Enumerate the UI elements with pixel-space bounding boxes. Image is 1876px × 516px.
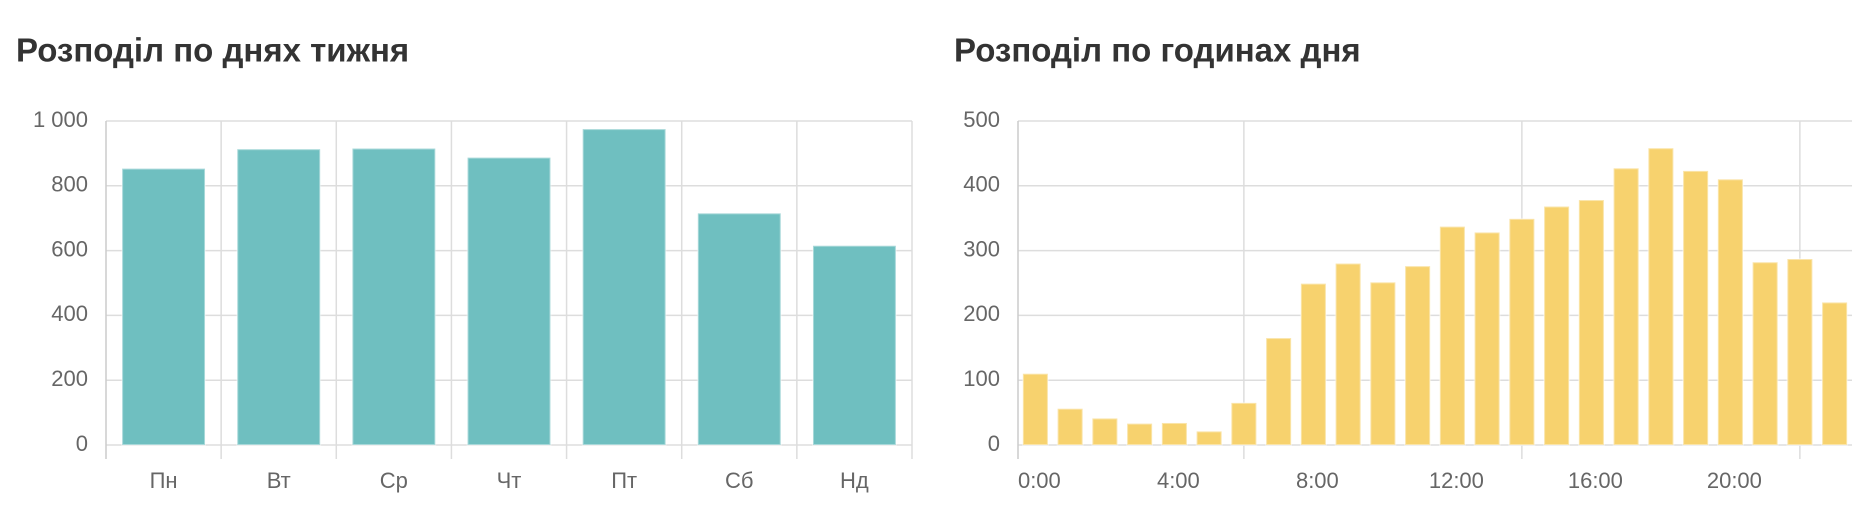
bar <box>1577 199 1605 446</box>
x-tick-label: 16:00 <box>1568 468 1623 493</box>
x-tick-label: 20:00 <box>1707 468 1762 493</box>
bar <box>1682 169 1710 446</box>
x-tick-label: 12:00 <box>1429 468 1484 493</box>
y-tick-label: 600 <box>51 236 88 261</box>
y-tick-label: 1 000 <box>33 107 88 132</box>
bar <box>466 156 552 446</box>
y-tick-label: 0 <box>76 431 88 456</box>
bar <box>1786 258 1814 446</box>
y-tick-label: 400 <box>963 172 1000 197</box>
bar <box>1508 217 1536 446</box>
bar <box>696 212 782 446</box>
bar <box>1647 147 1675 446</box>
x-tick-label: Пн <box>150 468 178 493</box>
bar <box>1299 282 1327 447</box>
bar <box>1473 231 1501 446</box>
bar <box>1334 262 1362 446</box>
y-tick-label: 200 <box>51 366 88 391</box>
y-tick-label: 300 <box>963 236 1000 261</box>
x-tick-label: Пт <box>611 468 637 493</box>
bar <box>1230 401 1258 447</box>
bar <box>1021 372 1049 446</box>
bar <box>811 244 897 446</box>
bar <box>1126 422 1154 446</box>
bar <box>1369 281 1397 446</box>
x-tick-label: 8:00 <box>1296 468 1339 493</box>
chart-title: Розподіл по годинах дня <box>954 32 1361 69</box>
bar <box>1543 205 1571 446</box>
x-tick-label: Нд <box>840 468 869 493</box>
bar <box>1612 167 1640 447</box>
y-tick-label: 100 <box>963 366 1000 391</box>
bar <box>1751 261 1779 446</box>
chart-title: Розподіл по днях тижня <box>16 32 409 69</box>
bar <box>1091 417 1119 447</box>
x-tick-label: 4:00 <box>1157 468 1200 493</box>
y-tick-label: 400 <box>51 301 88 326</box>
bar <box>581 128 667 446</box>
x-tick-label: Вт <box>267 468 291 493</box>
bar <box>351 147 437 446</box>
y-tick-label: 500 <box>963 107 1000 132</box>
y-tick-label: 200 <box>963 301 1000 326</box>
bar <box>1716 178 1744 446</box>
bar <box>1438 225 1466 446</box>
bar <box>1160 421 1188 446</box>
bar <box>1265 337 1293 446</box>
bar <box>1404 265 1432 447</box>
x-tick-label: 0:00 <box>1018 468 1061 493</box>
x-tick-label: Чт <box>497 468 522 493</box>
y-tick-label: 0 <box>988 431 1000 456</box>
bar <box>1821 301 1849 446</box>
y-tick-label: 800 <box>51 172 88 197</box>
x-tick-label: Ср <box>380 468 408 493</box>
x-tick-label: Сб <box>725 468 754 493</box>
bar <box>236 148 322 447</box>
bar <box>1056 407 1084 447</box>
bar <box>1195 430 1223 446</box>
bar <box>121 167 207 447</box>
